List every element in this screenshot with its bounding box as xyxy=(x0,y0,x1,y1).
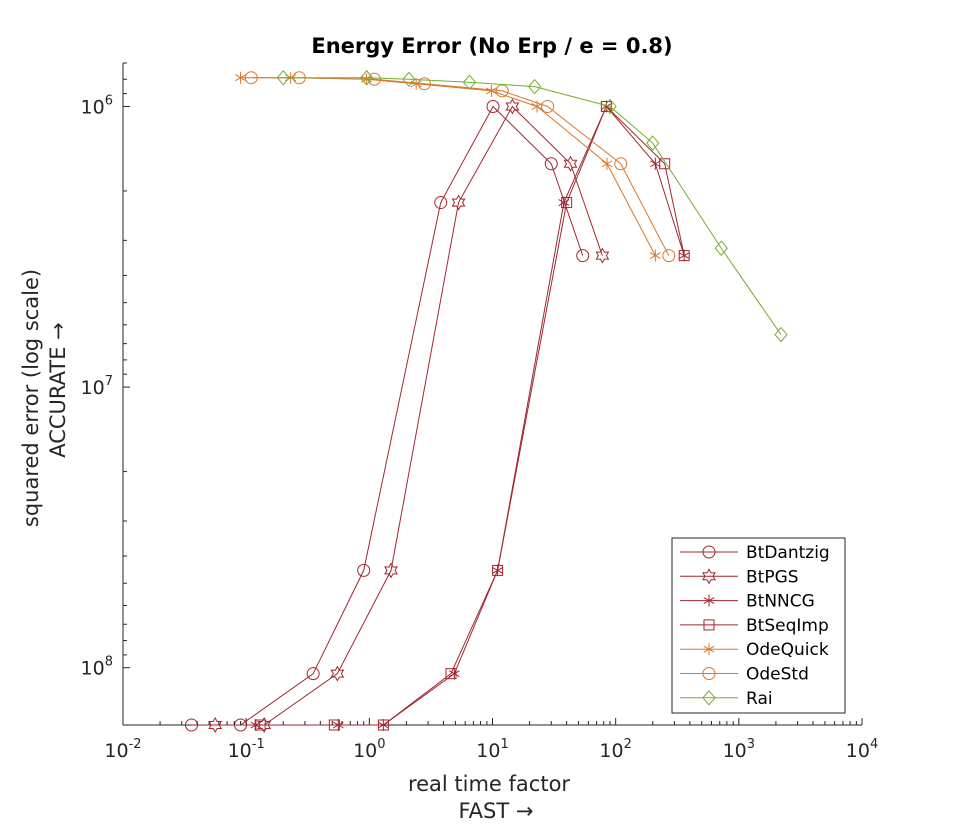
data-point-rai xyxy=(603,98,617,115)
data-point-btpgs xyxy=(505,98,520,115)
data-point-btpgs xyxy=(563,155,578,172)
legend-marker xyxy=(702,545,716,559)
data-point-rai xyxy=(714,240,728,256)
data-point-btseqimp xyxy=(328,719,340,731)
series-layer xyxy=(185,69,788,734)
legend-box xyxy=(671,537,846,714)
data-point-btpgs xyxy=(384,562,398,579)
legend-marker xyxy=(702,667,716,680)
legend-item-btseqimp: BtSeqImp xyxy=(680,616,829,636)
data-point-btseqimp xyxy=(445,668,457,680)
legend-label: Rai xyxy=(746,689,773,709)
data-point-rai xyxy=(528,78,542,95)
legend-label: OdeStd xyxy=(746,665,809,685)
y-tick-label: 106 xyxy=(81,93,113,118)
data-point-rai xyxy=(276,69,290,86)
legend-label: OdeQuick xyxy=(746,640,829,660)
data-point-btseqimp xyxy=(377,719,389,731)
x-tick-label: 104 xyxy=(846,737,878,762)
legend-label: BtSeqImp xyxy=(746,616,829,636)
y-axis-label: squared error (log scale) xyxy=(19,269,43,527)
data-point-rai xyxy=(359,69,374,86)
data-point-btdantzig xyxy=(306,667,320,681)
data-point-rai xyxy=(462,74,477,91)
data-point-btseqimp xyxy=(561,197,573,209)
data-point-rai xyxy=(402,71,416,88)
data-point-btpgs xyxy=(595,247,610,264)
data-point-btpgs xyxy=(451,194,466,211)
series-line-btdantzig xyxy=(191,105,584,726)
series-line-rai xyxy=(283,77,782,335)
legend-marker xyxy=(703,619,715,631)
data-point-odestd xyxy=(417,77,431,91)
data-point-odequick xyxy=(235,71,247,84)
legend-item-btdantzig: BtDantzig xyxy=(680,543,830,563)
data-point-odequick xyxy=(601,157,613,170)
data-point-btdantzig xyxy=(576,249,590,263)
legend-marker xyxy=(702,690,716,706)
data-point-odestd xyxy=(367,72,381,86)
data-point-btnncg xyxy=(250,719,262,731)
data-point-odequick xyxy=(649,249,661,262)
x-tick-label: 10-2 xyxy=(104,737,141,762)
x-tick-label: 102 xyxy=(599,737,631,762)
data-point-btpgs xyxy=(257,716,272,734)
y-axis-sublabel: ACCURATE → xyxy=(46,322,70,458)
data-point-btdantzig xyxy=(544,157,558,171)
x-axis-sublabel: FAST → xyxy=(459,799,534,823)
series-line-btpgs xyxy=(215,105,603,726)
data-point-odestd xyxy=(541,99,555,113)
data-point-odequick xyxy=(485,84,497,97)
data-point-btseqimp xyxy=(492,564,504,576)
data-point-btpgs xyxy=(330,665,345,682)
data-point-btnncg xyxy=(448,667,460,680)
data-point-btseqimp xyxy=(678,250,690,262)
data-point-rai xyxy=(774,326,788,343)
series-btpgs xyxy=(208,98,610,734)
legend-label: BtDantzig xyxy=(746,543,830,563)
x-tick-label: 10-1 xyxy=(228,737,265,762)
legend-item-odequick: OdeQuick xyxy=(680,640,829,660)
x-axis-label: real time factor xyxy=(408,772,570,796)
data-point-odestd xyxy=(614,157,628,171)
legend-marker xyxy=(702,568,716,585)
data-point-odestd xyxy=(662,249,676,263)
ticks-layer: 10-2 10-1 100 101 102 103 104 106 107 108 xyxy=(81,62,878,762)
data-point-btdantzig xyxy=(434,196,448,210)
legend: BtDantzig BtPGS BtNNCG BtSeqImp OdeQuick OdeS… xyxy=(671,537,846,714)
data-point-btnncg xyxy=(649,157,661,170)
y-tick-label: 108 xyxy=(81,655,113,680)
series-btdantzig xyxy=(185,99,590,732)
y-tick-label: 107 xyxy=(81,374,113,399)
legend-item-odestd: OdeStd xyxy=(680,665,809,685)
data-point-btseqimp xyxy=(600,100,612,112)
legend-item-rai: Rai xyxy=(680,689,773,709)
legend-marker xyxy=(703,643,715,656)
data-point-btseqimp xyxy=(254,719,266,731)
data-point-btseqimp xyxy=(659,158,671,170)
data-point-rai xyxy=(646,135,660,151)
data-point-odestd xyxy=(244,71,258,85)
x-tick-label: 100 xyxy=(353,737,385,762)
x-tick-label: 101 xyxy=(476,737,508,762)
legend-item-btnncg: BtNNCG xyxy=(680,592,815,612)
legend-item-btpgs: BtPGS xyxy=(680,567,799,587)
x-tick-label: 103 xyxy=(723,737,755,762)
data-point-btdantzig xyxy=(486,99,500,113)
chart-title: Energy Error (No Erp / e = 0.8) xyxy=(311,34,672,58)
legend-label: BtPGS xyxy=(746,567,799,587)
legend-marker xyxy=(703,594,715,607)
data-point-btdantzig xyxy=(357,563,371,577)
legend-label: BtNNCG xyxy=(746,592,815,612)
series-rai xyxy=(276,69,788,343)
